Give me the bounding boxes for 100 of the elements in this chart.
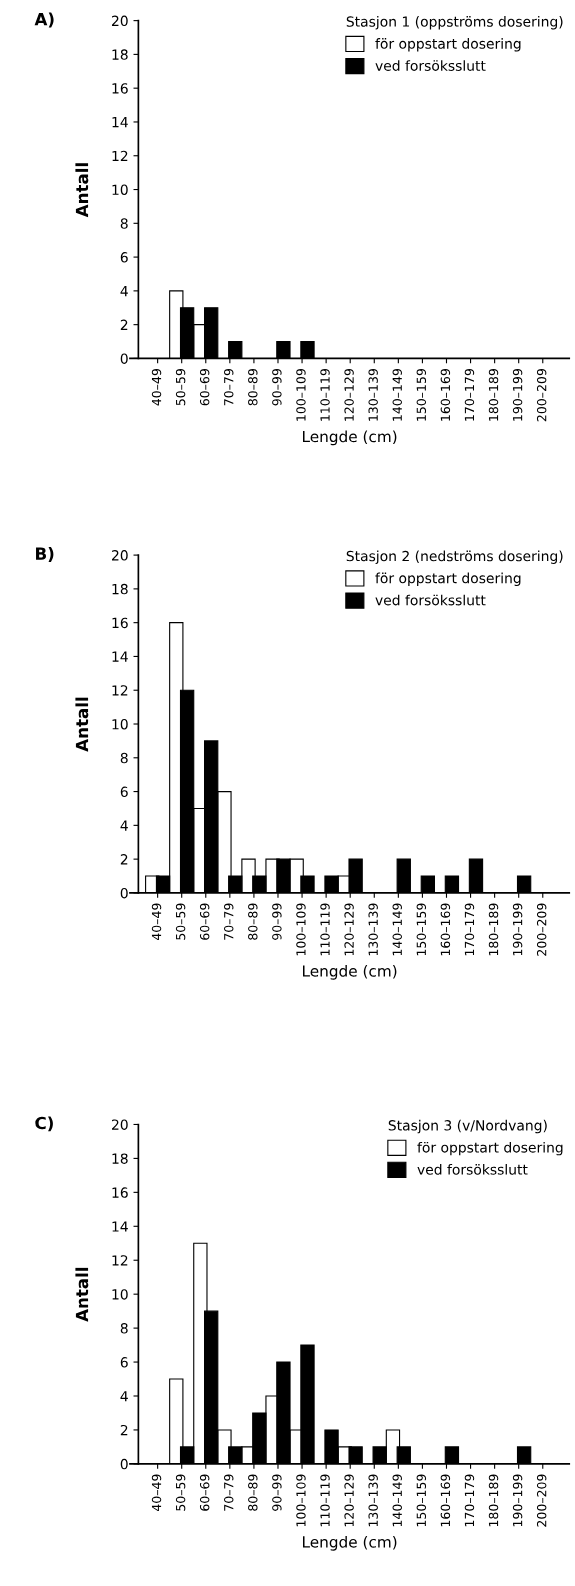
x-tick-label: 50–59	[175, 1474, 186, 1511]
x-tick-label: 180–189	[488, 903, 499, 956]
x-tick-label: 80–89	[248, 369, 258, 406]
y-tick-label: 8	[120, 752, 128, 764]
x-tick-label: 120–129	[344, 903, 354, 956]
x-tick-label: 70–79	[224, 1474, 234, 1511]
x-tick-label: 100–109	[296, 903, 306, 956]
bar	[228, 340, 243, 359]
x-tick-label: 130–139	[368, 369, 378, 421]
y-tick-label: 12	[112, 150, 128, 162]
x-tick-label: 110–119	[320, 369, 330, 421]
x-tick-label: 160–169	[440, 1474, 451, 1527]
legend-title: Stasjon 2 (nedströms dosering)	[346, 550, 563, 564]
y-tick-label: 8	[120, 218, 128, 229]
x-tick-label: 170–179	[464, 1474, 475, 1527]
y-tick-label: 2	[120, 854, 128, 865]
x-axis-title: Lengde (cm)	[303, 964, 397, 980]
y-tick-label: 4	[120, 1391, 128, 1402]
x-tick-label: 40–49	[151, 369, 162, 406]
x-tick-label: 90–99	[272, 903, 282, 940]
y-tick-label: 4	[120, 286, 128, 297]
x-tick-label: 70–79	[224, 369, 234, 406]
x-tick-label: 150–159	[416, 903, 427, 956]
x-tick-label: 180–189	[488, 1474, 499, 1527]
x-tick-label: 90–99	[272, 1474, 282, 1511]
x-tick-label: 120–129	[344, 369, 354, 421]
x-tick-label: 160–169	[440, 903, 451, 956]
x-tick-label: 110–119	[320, 903, 330, 956]
x-tick-label: 150–159	[416, 1474, 427, 1527]
y-tick-label: 14	[112, 117, 128, 128]
y-tick-label: 10	[112, 718, 128, 730]
x-tick-label: 160–169	[440, 369, 451, 421]
x-axis-title: Lengde (cm)	[303, 1535, 397, 1551]
y-tick-label: 8	[120, 1323, 128, 1334]
legend-label: ved forsöksslutt	[375, 60, 486, 71]
x-tick-label: 60–69	[199, 903, 210, 940]
x-axis-title: Lengde (cm)	[303, 430, 397, 446]
x-tick-label: 200–209	[536, 369, 547, 422]
y-axis-title: Antall	[75, 697, 89, 752]
legend-title: Stasjon 3 (v/Nordvang)	[388, 1119, 547, 1134]
legend-label: för oppstart dosering	[375, 38, 521, 52]
x-tick-label: 40–49	[151, 1474, 162, 1512]
x-tick-label: 190–199	[512, 369, 523, 421]
y-tick-label: 0	[120, 887, 128, 899]
y-tick-label: 4	[120, 820, 128, 831]
y-tick-label: 2	[120, 1424, 128, 1436]
x-tick-label: 90–99	[272, 369, 282, 406]
bar	[300, 340, 315, 359]
x-tick-label: 200–209	[536, 1474, 547, 1527]
y-tick-label: 10	[112, 1289, 128, 1300]
y-tick-label: 6	[120, 786, 128, 798]
x-tick-label: 180–189	[488, 369, 499, 421]
y-axis-title: Antall	[75, 1267, 89, 1322]
x-tick-label: 80–89	[248, 1474, 258, 1511]
y-tick-label: 18	[112, 49, 128, 60]
legend-label: ved forsöksslutt	[375, 594, 486, 606]
y-tick-label: 12	[112, 1255, 128, 1266]
x-tick-label: 60–69	[199, 369, 210, 406]
chart-title: A)	[34, 12, 54, 28]
chart-title: C)	[35, 1116, 53, 1132]
x-tick-label: 140–149	[392, 369, 402, 421]
x-tick-label: 140–149	[392, 903, 402, 956]
x-tick-label: 100–109	[296, 1474, 306, 1527]
x-tick-label: 200–209	[536, 903, 547, 956]
x-tick-label: 190–199	[512, 903, 523, 956]
legend-label: för oppstart dosering	[417, 1141, 563, 1156]
y-tick-label: 10	[112, 184, 128, 195]
x-tick-label: 110–119	[320, 1474, 330, 1527]
x-tick-label: 120–129	[344, 1474, 354, 1527]
x-tick-label: 80–89	[248, 903, 258, 940]
x-tick-label: 70–79	[224, 903, 234, 940]
y-tick-label: 16	[112, 83, 128, 94]
y-tick-label: 20	[112, 550, 128, 561]
y-tick-label: 14	[112, 1221, 128, 1232]
y-tick-label: 2	[120, 319, 128, 330]
x-tick-label: 60–69	[199, 1474, 210, 1511]
legend-label: ved forsöksslutt	[417, 1163, 528, 1175]
y-tick-label: 0	[120, 353, 128, 364]
y-tick-label: 6	[120, 1357, 128, 1368]
x-tick-label: 100–109	[296, 369, 306, 421]
legend-label: för oppstart dosering	[375, 572, 521, 587]
x-tick-label: 190–199	[512, 1474, 523, 1527]
chart-title: B)	[36, 547, 54, 562]
x-tick-label: 40–49	[151, 903, 162, 941]
y-tick-label: 16	[112, 617, 128, 629]
y-tick-label: 20	[112, 1119, 128, 1130]
y-tick-label: 18	[112, 583, 128, 595]
y-tick-label: 12	[112, 685, 128, 696]
x-tick-label: 170–179	[464, 369, 475, 421]
x-tick-label: 130–139	[368, 903, 378, 956]
y-tick-label: 18	[112, 1153, 128, 1164]
y-tick-label: 6	[120, 252, 128, 263]
y-axis-title: Antall	[75, 163, 89, 218]
x-tick-label: 170–179	[464, 903, 475, 956]
y-tick-label: 0	[120, 1458, 128, 1470]
x-tick-label: 140–149	[392, 1474, 402, 1527]
bar	[276, 340, 291, 359]
legend-title: Stasjon 1 (oppströms dosering)	[346, 16, 563, 30]
y-tick-label: 14	[112, 651, 128, 662]
y-tick-label: 16	[112, 1187, 128, 1198]
